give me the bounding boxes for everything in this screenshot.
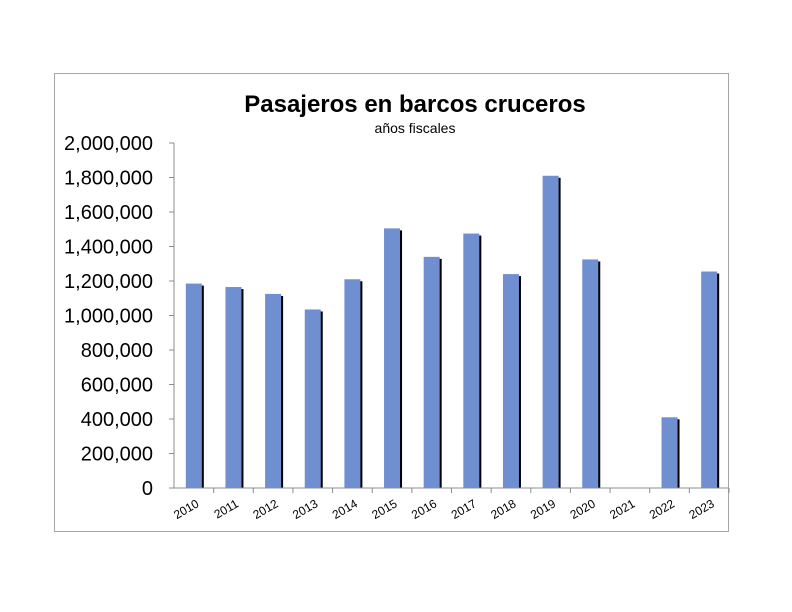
- bar-2019: [542, 175, 559, 488]
- y-tick-label: 1,200,000: [64, 271, 153, 293]
- x-tick-label: 2015: [369, 496, 399, 522]
- x-tick-label: 2020: [568, 496, 598, 522]
- x-tick-label: 2016: [409, 496, 439, 522]
- chart-title: Pasajeros en barcos cruceros: [244, 91, 586, 118]
- y-tick-label: 200,000: [81, 444, 153, 466]
- chart-frame: [54, 73, 729, 532]
- y-tick-label: 2,000,000: [64, 133, 153, 155]
- x-tick-label: 2021: [607, 496, 637, 522]
- y-tick-label: 600,000: [81, 375, 153, 397]
- bar-2014: [344, 279, 361, 488]
- y-tick-label: 800,000: [81, 340, 153, 362]
- chart-subtitle: años fiscales: [375, 120, 456, 136]
- bar-2016: [423, 256, 440, 488]
- bar-2010: [185, 283, 202, 488]
- x-tick-label: 2010: [171, 496, 201, 522]
- bar-2015: [384, 228, 401, 488]
- x-tick-label: 2017: [449, 496, 479, 522]
- x-tick-label: 2019: [528, 496, 558, 522]
- bar-2018: [502, 274, 519, 488]
- y-tick-label: 1,400,000: [64, 237, 153, 259]
- y-axis-ticks: 0 200,000 400,000 600,000 800,000 1,000,000 1,…: [64, 133, 174, 500]
- y-tick-label: 1,800,000: [64, 168, 153, 190]
- bar-2017: [463, 233, 480, 488]
- x-tick-label: 2013: [290, 496, 320, 522]
- bar-2012: [265, 293, 282, 488]
- bar-2013: [304, 309, 321, 488]
- x-tick-label: 2014: [330, 496, 360, 522]
- y-tick-label: 0: [142, 478, 153, 500]
- x-tick-label: 2012: [250, 496, 280, 522]
- bar-2022: [661, 417, 678, 488]
- y-tick-label: 400,000: [81, 409, 153, 431]
- bar-2023: [701, 271, 718, 488]
- x-tick-label: 2023: [687, 496, 717, 522]
- y-tick-label: 1,000,000: [64, 306, 153, 328]
- x-tick-label: 2011: [212, 496, 242, 521]
- x-axis-ticks: 2010 2011 2012 2013 2014 2015 2016 2017 2018 2019…: [171, 488, 730, 522]
- x-tick-label: 2022: [647, 496, 677, 522]
- bar-2011: [225, 287, 242, 488]
- bars: [185, 175, 720, 488]
- y-tick-label: 1,600,000: [64, 202, 153, 224]
- x-tick-label: 2018: [488, 496, 518, 522]
- bar-2020: [582, 259, 599, 488]
